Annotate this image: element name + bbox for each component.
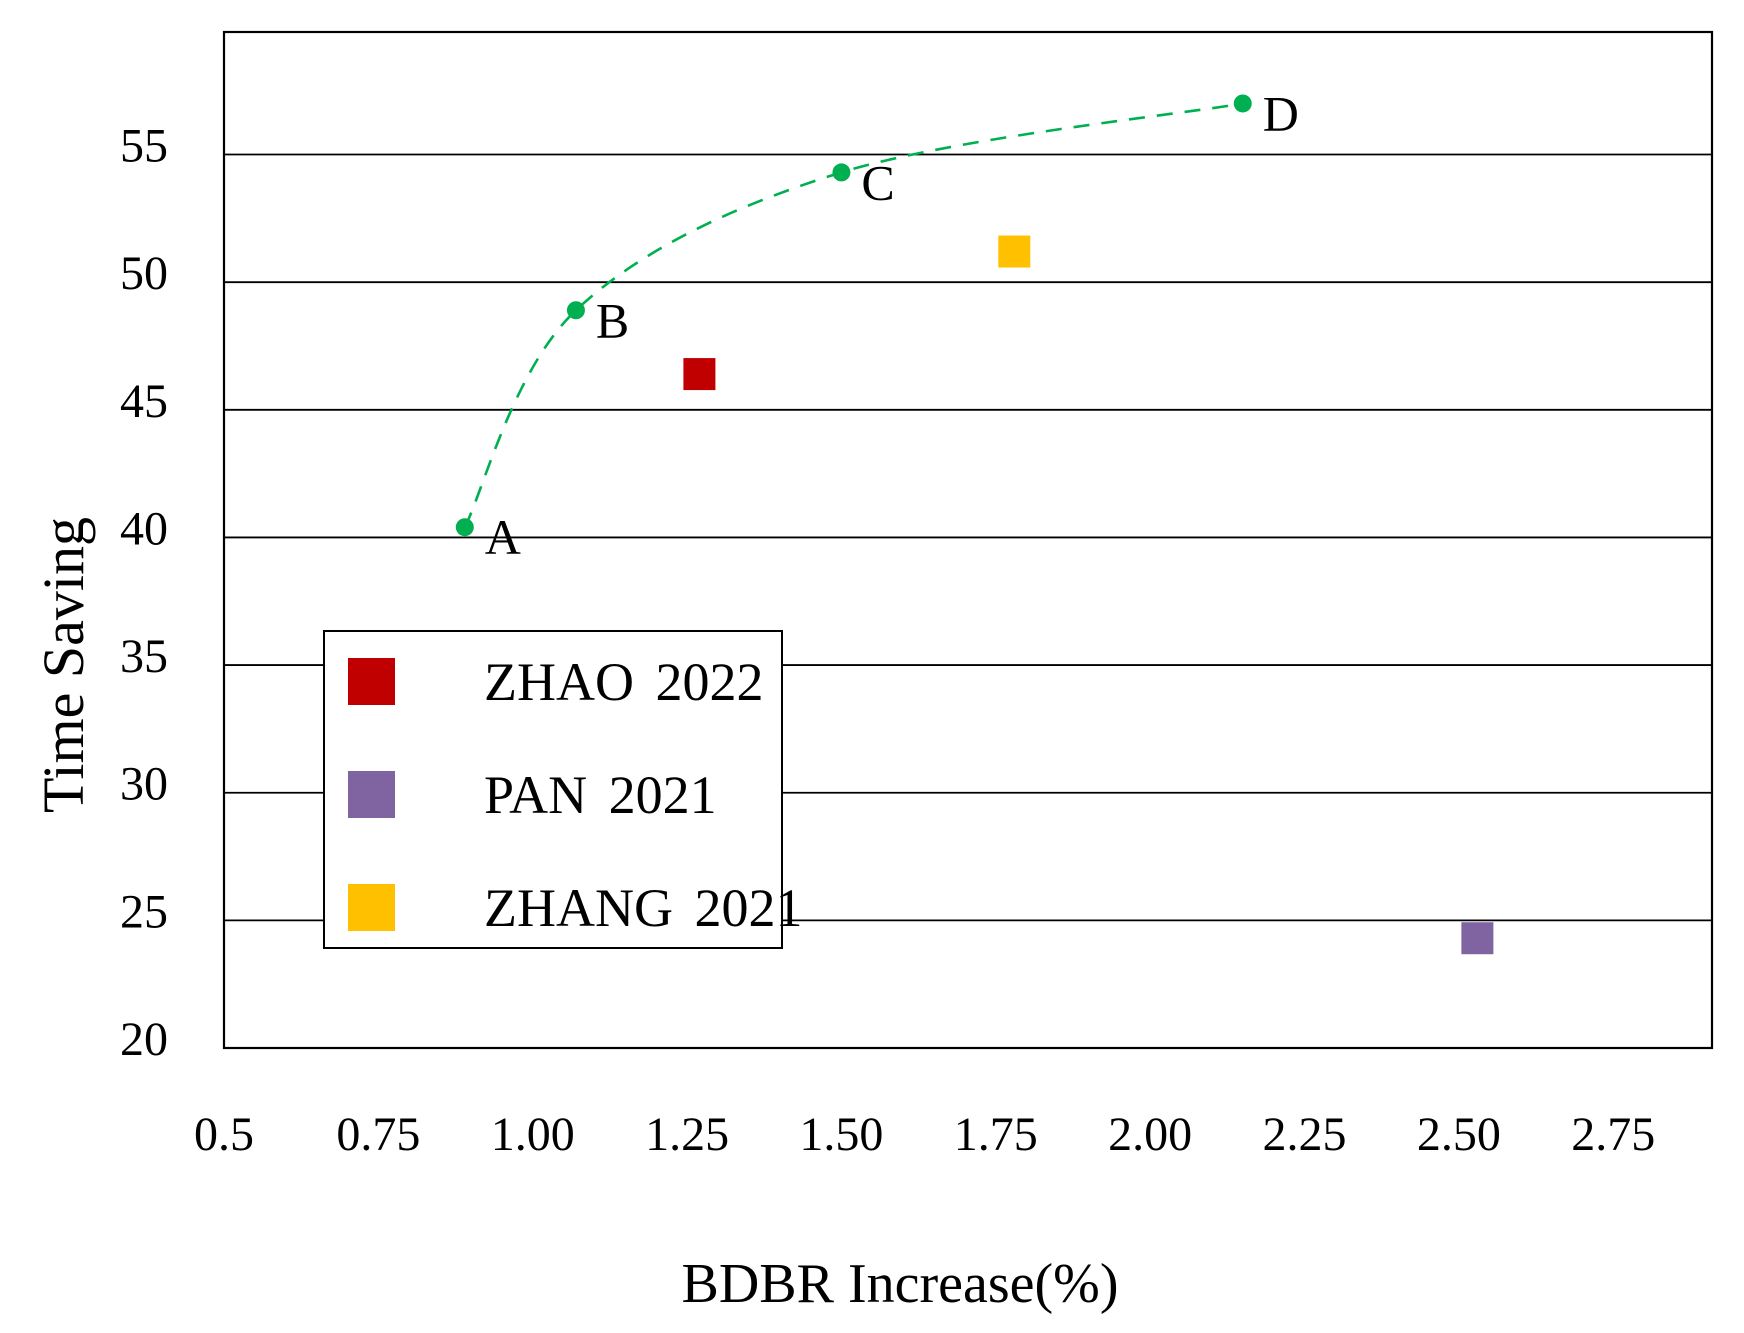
x-tick-label-2.75: 2.75	[1571, 1108, 1655, 1161]
y-tick-label-20: 20	[120, 1013, 168, 1066]
curve-point-a	[455, 518, 474, 537]
marker-zhao-2022	[683, 358, 716, 391]
y-tick-label-55: 55	[120, 120, 168, 173]
y-tick-label-35: 35	[120, 630, 168, 683]
y-tick-label-25: 25	[120, 885, 168, 938]
x-tick-label-1.75: 1.75	[954, 1108, 1038, 1161]
legend-label: ZHAO 2022	[484, 651, 764, 712]
x-tick-label-1.00: 1.00	[491, 1108, 575, 1161]
y-tick-label-40: 40	[120, 502, 168, 555]
x-tick-label-1.25: 1.25	[645, 1108, 729, 1161]
x-axis-title: BDBR Increase(%)	[681, 1253, 1119, 1315]
x-tick-label-0.75: 0.75	[336, 1108, 420, 1161]
x-tick-label-0.5: 0.5	[194, 1108, 254, 1161]
curve-point-c	[832, 163, 851, 182]
legend-label: ZHANG 2021	[484, 877, 803, 938]
curve-point-b	[566, 301, 585, 320]
y-tick-label-50: 50	[120, 247, 168, 300]
x-tick-label-2.25: 2.25	[1262, 1108, 1346, 1161]
marker-pan-2021	[1461, 922, 1494, 955]
x-tick-label-1.50: 1.50	[799, 1108, 883, 1161]
legend-swatch-pan-2021	[348, 771, 395, 818]
legend-label: PAN 2021	[484, 764, 717, 825]
legend-swatch-zhang-2021	[348, 884, 395, 931]
plot-border	[222, 30, 1714, 1050]
x-tick-label-2.50: 2.50	[1417, 1108, 1501, 1161]
legend-item-zhao-2022: ZHAO 2022	[348, 655, 781, 709]
point-label-b: B	[596, 292, 629, 348]
y-axis-title: Time Saving	[31, 517, 96, 813]
curve-point-d	[1233, 94, 1252, 113]
point-label-a: A	[485, 509, 521, 565]
point-label-d: D	[1263, 85, 1299, 141]
y-tick-label-45: 45	[120, 375, 168, 428]
marker-zhang-2021	[998, 235, 1031, 268]
legend-swatch-zhao-2022	[348, 658, 395, 705]
y-tick-label-30: 30	[120, 758, 168, 811]
point-label-c: C	[861, 154, 894, 210]
legend-item-zhang-2021: ZHANG 2021	[348, 881, 802, 935]
x-tick-label-2.00: 2.00	[1108, 1108, 1192, 1161]
legend-item-pan-2021: PAN 2021	[348, 768, 781, 822]
legend: ZHAO 2022 PAN 2021 ZHANG 2021	[323, 630, 802, 949]
trend-curve	[463, 102, 1244, 528]
